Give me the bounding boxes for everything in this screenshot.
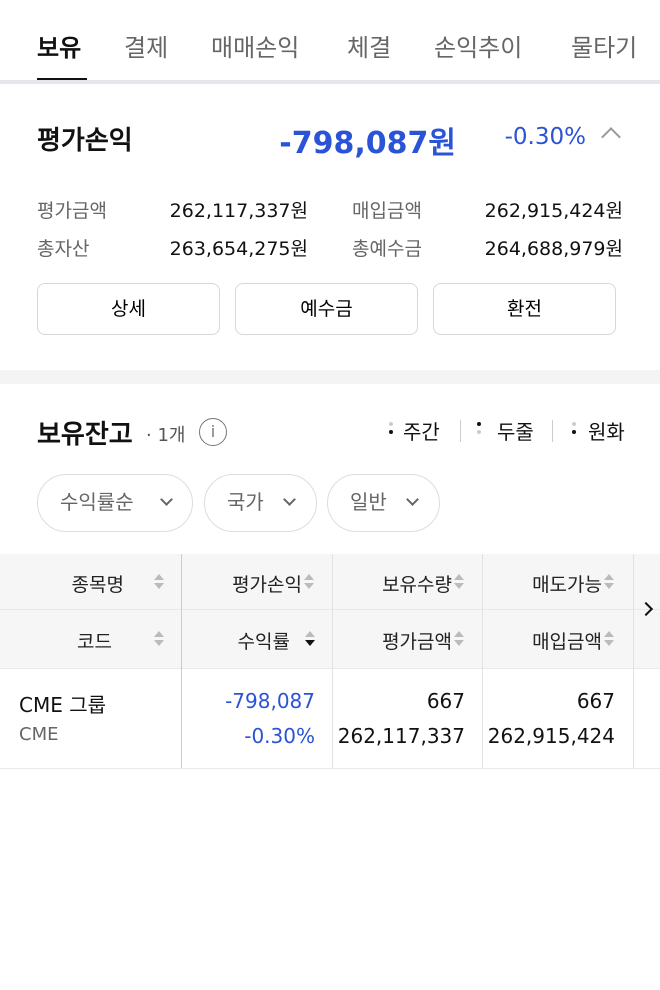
divider — [181, 554, 182, 768]
country-filter-chip[interactable]: 국가 — [204, 474, 317, 532]
buy-amount-value: 262,915,424원 — [484, 200, 623, 222]
sort-filter-chip[interactable]: 수익률순 — [37, 474, 193, 532]
header-code[interactable]: 코드 — [77, 631, 112, 653]
toggle-dots-icon[interactable] — [572, 422, 576, 438]
tab-averaging[interactable]: 물타기 — [571, 34, 638, 62]
holdings-count: · 1개 — [146, 425, 186, 446]
type-filter-chip[interactable]: 일반 — [327, 474, 440, 532]
header-name[interactable]: 종목명 — [71, 574, 124, 596]
buy-amount-label: 매입금액 — [352, 200, 422, 222]
chip-label: 일반 — [350, 490, 387, 514]
tab-pl-trend[interactable]: 손익추이 — [434, 34, 523, 62]
active-tab-indicator — [37, 78, 87, 80]
chip-label: 국가 — [227, 490, 264, 514]
sort-icon[interactable] — [454, 630, 464, 648]
tab-settlement[interactable]: 결제 — [124, 34, 169, 62]
divider — [482, 554, 483, 768]
toggle-dots-icon[interactable] — [389, 422, 393, 438]
divider — [0, 668, 660, 669]
total-deposit-label: 총예수금 — [352, 238, 422, 260]
sort-icon[interactable] — [304, 573, 314, 591]
tab-holdings[interactable]: 보유 — [37, 34, 82, 62]
tab-trade-pl[interactable]: 매매손익 — [211, 34, 300, 62]
chevron-down-icon — [406, 493, 419, 506]
sort-icon[interactable] — [454, 573, 464, 591]
section-divider — [0, 370, 660, 384]
stock-buy: 262,915,424 — [487, 724, 615, 748]
deposit-button[interactable]: 예수금 — [235, 283, 418, 335]
stock-name: CME 그룹 — [19, 693, 107, 717]
option-weekly[interactable]: 주간 — [403, 420, 440, 444]
divider — [552, 420, 553, 442]
eval-amount-value: 262,117,337원 — [169, 200, 308, 222]
stock-rate: -0.30% — [244, 724, 315, 748]
header-rate[interactable]: 수익률 — [237, 631, 290, 653]
option-two-lines[interactable]: 두줄 — [497, 420, 534, 444]
stock-pl: -798,087 — [225, 689, 315, 713]
divider — [0, 768, 660, 769]
total-deposit-value: 264,688,979원 — [484, 238, 623, 260]
total-assets-value: 263,654,275원 — [169, 238, 308, 260]
header-sellable[interactable]: 매도가능 — [532, 574, 602, 596]
info-icon[interactable]: i — [199, 418, 227, 446]
chevron-down-icon — [283, 493, 296, 506]
exchange-button[interactable]: 환전 — [433, 283, 616, 335]
divider — [460, 420, 461, 442]
eval-amount-label: 평가금액 — [37, 200, 107, 222]
holdings-title: 보유잔고 — [37, 420, 133, 450]
summary-percent: -0.30% — [504, 124, 586, 150]
sort-desc-icon[interactable] — [305, 630, 315, 648]
sort-icon[interactable] — [604, 573, 614, 591]
summary-amount: -798,087원 — [279, 126, 456, 161]
header-buy[interactable]: 매입금액 — [532, 631, 602, 653]
divider — [332, 554, 333, 768]
divider — [633, 554, 634, 768]
table-header — [0, 554, 660, 668]
stock-code: CME — [19, 724, 59, 745]
chip-label: 수익률순 — [60, 490, 134, 514]
header-pl[interactable]: 평가손익 — [232, 574, 302, 596]
stock-qty: 667 — [426, 689, 465, 713]
header-qty[interactable]: 보유수량 — [382, 574, 452, 596]
stock-sellable: 667 — [576, 689, 615, 713]
toggle-dots-icon[interactable] — [477, 422, 481, 438]
tab-execution[interactable]: 체결 — [347, 34, 392, 62]
chevron-down-icon — [160, 493, 173, 506]
header-eval[interactable]: 평가금액 — [382, 631, 452, 653]
summary-title: 평가손익 — [37, 126, 133, 156]
total-assets-label: 총자산 — [37, 238, 90, 260]
option-krw[interactable]: 원화 — [588, 420, 625, 444]
tab-bar: 보유 결제 매매손익 체결 손익추이 물타기 — [0, 0, 660, 84]
divider — [0, 609, 660, 610]
sort-icon[interactable] — [154, 630, 164, 648]
stock-eval: 262,117,337 — [337, 724, 465, 748]
sort-icon[interactable] — [604, 630, 614, 648]
detail-button[interactable]: 상세 — [37, 283, 220, 335]
chevron-up-icon[interactable] — [601, 127, 621, 147]
sort-icon[interactable] — [154, 573, 164, 591]
